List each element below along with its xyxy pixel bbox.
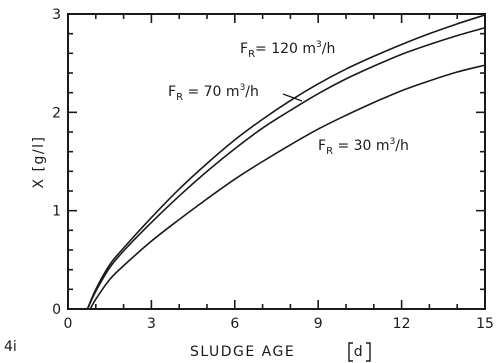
- x-tick-label: 12: [393, 316, 411, 332]
- x-tick-label: 15: [476, 316, 494, 332]
- x-tick-label: 9: [314, 316, 323, 332]
- curve-fr-70: [86, 27, 486, 310]
- y-tick-label: 0: [52, 302, 61, 318]
- x-unit-bracket-right: [366, 342, 371, 362]
- y-axis-title: X [g/l]: [31, 136, 47, 189]
- label-fr-70: FR = 70 m3/h: [168, 83, 259, 103]
- x-tick-label: 3: [147, 316, 156, 332]
- label-leader-fr-70: [282, 93, 303, 102]
- data-series: [86, 14, 486, 310]
- plot-frame: [67, 13, 486, 310]
- figure-tag: 4i: [4, 339, 17, 355]
- x-unit-bracket-left: [348, 342, 353, 362]
- plot-frame-rect: [67, 13, 486, 310]
- x-axis-title: SLUDGE AGE: [190, 344, 295, 360]
- curve-fr-30: [89, 64, 486, 310]
- y-tick-label: 1: [52, 204, 61, 220]
- label-fr-120: FR= 120 m3/h: [240, 40, 335, 60]
- label-fr-30: FR = 30 m3/h: [318, 137, 409, 157]
- x-axis-unit: d: [354, 344, 364, 360]
- x-tick-label: 6: [230, 316, 239, 332]
- chart-labels: FR= 120 m3/h FR = 70 m3/h FR = 30 m3/h X [g…: [4, 40, 409, 362]
- y-tick-label: 3: [52, 7, 61, 23]
- y-tick-label: 2: [52, 105, 61, 121]
- curve-fr-120: [86, 14, 486, 310]
- x-tick-label: 0: [64, 316, 73, 332]
